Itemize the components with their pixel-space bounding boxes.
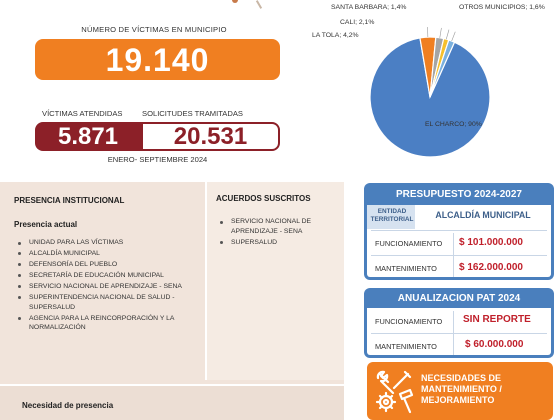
table-row: MANTENIMIENTO $ 60.000.000 [367,334,551,358]
row-label: MANTENIMIENTO [375,342,437,351]
presencia-list: UNIDAD PARA LAS VÍCTIMAS ALCALDÍA MUNICI… [16,238,196,334]
victimas-title: NÚMERO DE VÍCTIMAS EN MUNICIPIO [81,25,227,34]
pat-card: ANUALIZACION PAT 2024 FUNCIONAMIENTO SIN… [364,288,554,358]
pie-leader-line [445,29,450,40]
row-label: FUNCIONAMIENTO [375,239,443,248]
list-item: SERVICIO NACIONAL DE APRENDIZAJE - SENA [218,217,336,236]
entidad-header-cell [367,205,415,229]
pie-slice-el-charco [369,37,491,158]
pat-title: ANUALIZACION PAT 2024 [364,288,554,308]
row-label: FUNCIONAMIENTO [375,317,443,326]
list-item: ALCALDÍA MUNICIPAL [16,249,196,259]
row-value: SIN REPORTE [463,314,531,325]
list-item: SECRETARÍA DE EDUCACIÓN MUNICIPAL [16,271,196,281]
pie-leader-line [451,31,456,42]
periodo-label: ENERO- SEPTIEMBRE 2024 [107,155,208,164]
solicitudes-value: 20.531 [141,122,280,151]
row-value: $ 101.000.000 [459,237,523,248]
row-divider [371,230,547,231]
top-decor-stripe [232,0,238,3]
pie-label-santa-barbara: SANTA BARBARA; 1,4% [331,4,407,11]
table-row: FUNCIONAMIENTO $ 101.000.000 [367,231,551,255]
row-value: $ 162.000.000 [459,262,523,273]
table-row: FUNCIONAMIENTO SIN REPORTE [367,308,551,333]
atendidas-value: 5.871 [35,122,141,151]
col-divider [453,311,454,355]
pie-leader-line [439,27,442,38]
list-item: SUPERSALUD [218,238,336,248]
pat-table: FUNCIONAMIENTO SIN REPORTE MANTENIMIENTO… [364,308,554,358]
top-decor-line [255,0,263,9]
atendidas-label: VÍCTIMAS ATENDIDAS [42,109,123,118]
col-divider [453,233,454,277]
row-divider [371,333,547,334]
presupuesto-title: PRESUPUESTO 2024-2027 [364,183,554,205]
tools-icon [372,368,416,416]
necesidad-title: Necesidad de presencia [22,401,114,410]
row-value: $ 60.000.000 [465,339,524,350]
list-item: SUPERINTENDENCIA NACIONAL DE SALUD - SUP… [16,293,196,312]
pie-slice-otros-municipios [429,39,456,98]
list-item: SERVICIO NACIONAL DE APRENDIZAJE - SENA [16,282,196,292]
pie-label-el-charco: EL CHARCO; 90% [425,121,482,128]
pie-chart [369,27,491,158]
victimas-value: 19.140 [35,39,280,80]
pie-label-cali: CALI; 2,1% [340,19,375,26]
presupuesto-card: PRESUPUESTO 2024-2027 ENTIDAD TERRITORIA… [364,183,554,280]
pie-label-otros: OTROS MUNICIPIOS; 1,6% [459,4,545,11]
entidad-header: ENTIDAD TERRITORIAL [370,208,414,223]
presencia-title: PRESENCIA INSTITUCIONAL [14,196,125,205]
row-label: MANTENIMIENTO [375,264,437,273]
acuerdos-list: SERVICIO NACIONAL DE APRENDIZAJE - SENA … [218,217,336,249]
acuerdos-title: ACUERDOS SUSCRITOS [216,194,311,203]
solicitudes-label: SOLICITUDES TRAMITADAS [142,109,243,118]
row-divider [371,255,547,256]
list-item: DEFENSORÍA DEL PUEBLO [16,260,196,270]
list-item: AGENCIA PARA LA REINCORPORACIÓN Y LA NOR… [16,314,196,333]
list-item: UNIDAD PARA LAS VÍCTIMAS [16,238,196,248]
alcaldia-header: ALCALDÍA MUNICIPAL [435,210,531,220]
necesidades-card [367,362,553,420]
presencia-subtitle: Presencia actual [14,220,78,229]
acuerdos-panel [205,182,344,380]
necesidad-strip [0,384,344,420]
pie-label-la-tola: LA TOLA; 4,2% [312,32,359,39]
presupuesto-table: ENTIDAD TERRITORIAL ALCALDÍA MUNICIPAL F… [364,205,554,280]
necesidades-title: NECESIDADES DE MANTENIMIENTO / MEJORAMIE… [421,373,502,405]
table-row: MANTENIMIENTO $ 162.000.000 [367,256,551,280]
